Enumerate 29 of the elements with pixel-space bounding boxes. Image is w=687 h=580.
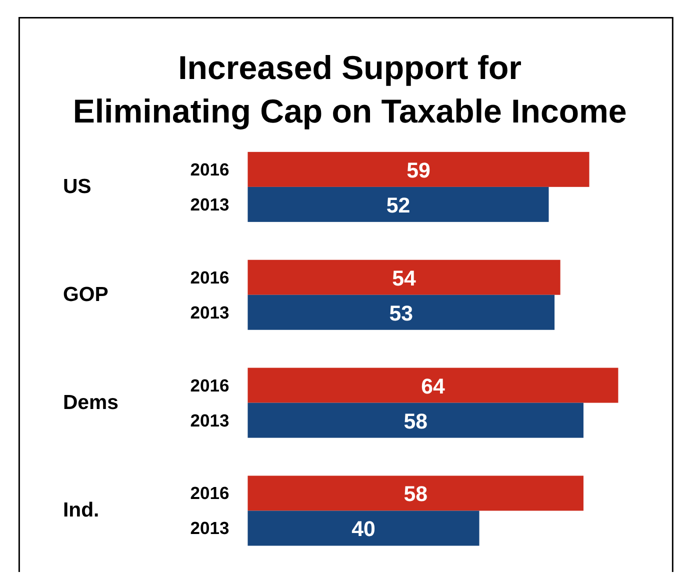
bar xyxy=(248,260,560,295)
text: 2013 xyxy=(190,410,230,430)
data-label: 64 xyxy=(421,374,445,398)
data-label: 40 xyxy=(352,517,376,542)
series-label: 2013 xyxy=(190,194,230,214)
chart-title: Increased Support for Eliminating Cap on Taxable Income xyxy=(72,50,627,131)
y-tick-label: US xyxy=(62,176,92,198)
bar xyxy=(248,186,549,222)
bar xyxy=(248,294,555,330)
data-label: 58 xyxy=(404,482,428,506)
data-label: 53 xyxy=(389,301,414,326)
text: 2013 xyxy=(190,518,230,538)
bar xyxy=(248,152,590,187)
y-tick-label: GOP xyxy=(62,284,108,306)
bar xyxy=(248,476,584,511)
data-label: 52 xyxy=(386,193,410,218)
data-label: 59 xyxy=(406,158,430,182)
bar xyxy=(248,510,480,546)
text: 2016 xyxy=(190,375,230,396)
bar xyxy=(248,368,618,403)
series-label: 2016 xyxy=(190,159,230,180)
bar xyxy=(248,402,584,438)
data-label: 58 xyxy=(404,409,428,434)
text: 2016 xyxy=(190,267,230,288)
y-tick-label: Ind. xyxy=(62,500,100,522)
text: 2013 xyxy=(190,302,230,322)
y-tick-label: Dems xyxy=(62,392,119,414)
text: 2016 xyxy=(190,483,230,504)
data-label: 54 xyxy=(392,266,416,290)
